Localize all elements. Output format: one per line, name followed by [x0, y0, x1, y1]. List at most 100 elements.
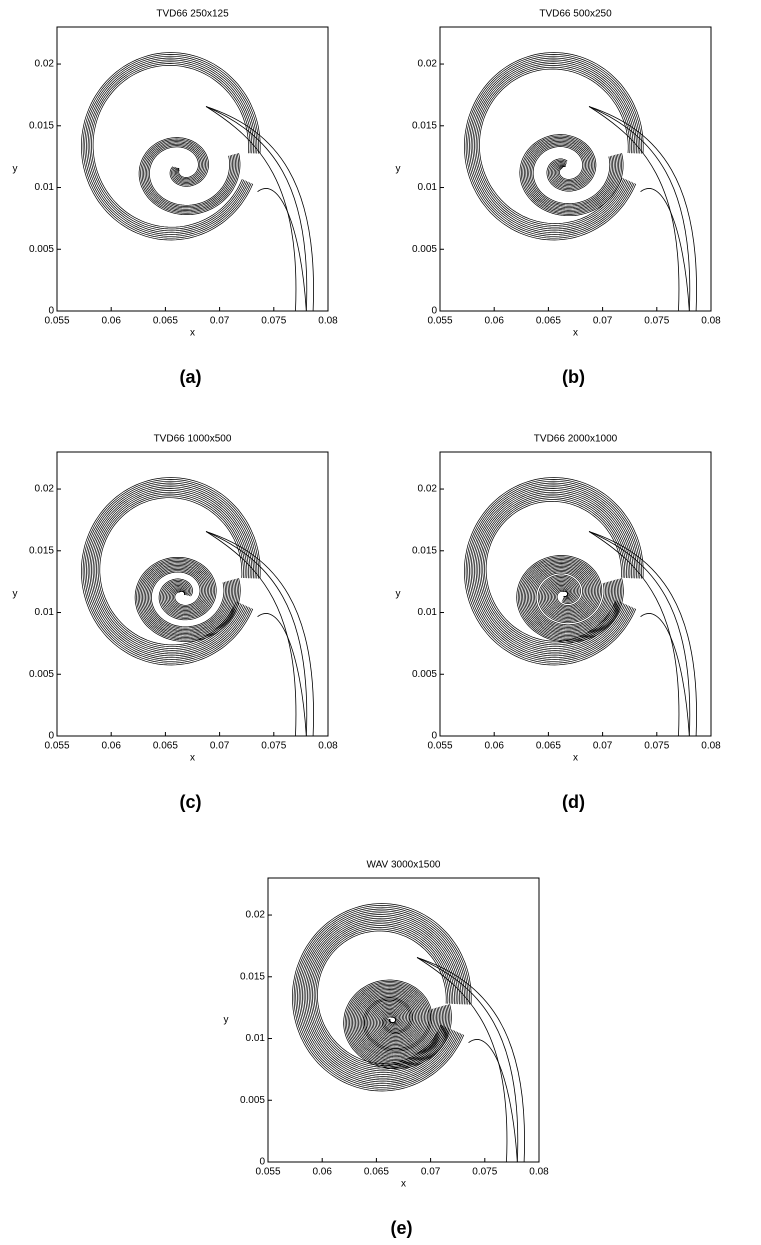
contour-line [139, 560, 237, 638]
contour-line [257, 613, 307, 736]
contour-line [525, 563, 615, 635]
x-tick-label: 0.065 [536, 316, 561, 327]
contour-line [519, 134, 624, 217]
contour-line [519, 557, 621, 640]
contour-line [134, 556, 241, 642]
contour-line [479, 493, 629, 649]
x-tick-label: 0.055 [44, 741, 69, 752]
y-tick-label: 0.005 [29, 244, 54, 255]
contour-line [312, 925, 452, 1070]
x-tick-label: 0.075 [644, 741, 669, 752]
contour-line [474, 63, 634, 230]
x-tick-label: 0.075 [261, 316, 286, 327]
contour-line [416, 957, 508, 1162]
contour-line [475, 65, 632, 228]
contour-line [145, 566, 231, 633]
contour-line [298, 910, 465, 1085]
contour-line [588, 106, 697, 311]
contour-line [317, 930, 447, 1064]
contour-line [305, 917, 459, 1077]
contour-line [257, 188, 307, 311]
y-tick-label: 0.01 [35, 182, 55, 193]
contour-line [144, 142, 235, 210]
y-tick-label: 0.02 [246, 910, 266, 921]
contour-line [465, 479, 642, 664]
contour-line [303, 916, 460, 1079]
x-tick-label: 0.055 [427, 741, 452, 752]
contour-line [469, 57, 639, 235]
x-tick-label: 0.08 [701, 741, 721, 752]
y-tick-label: 0.01 [35, 607, 55, 618]
contour-line [365, 999, 430, 1049]
y-tick-label: 0.015 [29, 120, 54, 131]
contour-line [529, 143, 614, 207]
x-tick-label: 0.065 [153, 316, 178, 327]
contour-line [87, 59, 254, 234]
contour-line [474, 488, 634, 655]
x-tick-label: 0.065 [153, 741, 178, 752]
contour-line [89, 61, 253, 232]
caption: (b) [562, 367, 585, 387]
contour-line [640, 188, 690, 311]
contour-line [87, 484, 254, 659]
contour-line [472, 61, 636, 232]
x-axis-label: x [401, 1179, 406, 1190]
contour-line [517, 556, 623, 642]
x-axis-label: x [573, 328, 578, 339]
contour-line [205, 106, 308, 311]
x-axis-label: x [190, 328, 195, 339]
contour-line [293, 905, 470, 1090]
axes-box [56, 26, 329, 312]
y-tick-label: 0.015 [412, 545, 437, 556]
contour-line [295, 906, 469, 1088]
x-tick-label: 0.07 [210, 741, 230, 752]
contour-line [464, 52, 644, 241]
contour-line [310, 923, 454, 1072]
contour-line [92, 65, 249, 228]
y-tick-label: 0.005 [412, 669, 437, 680]
contour-line [91, 488, 251, 655]
y-axis-label: y [13, 589, 18, 600]
contour-line [307, 919, 457, 1075]
caption: (e) [391, 1218, 413, 1238]
contour-line [92, 490, 249, 653]
contour-line [143, 141, 236, 211]
contour-line [302, 914, 462, 1081]
y-tick-label: 0.02 [35, 59, 55, 70]
x-axis-label: x [190, 753, 195, 764]
panel: TVD66 250x125 0.055 0.06 0.065 0.07 0.075 0.08… [13, 9, 339, 387]
contour-line [526, 564, 614, 634]
axes-box [439, 451, 712, 737]
contour-line [477, 66, 631, 226]
contour-line [205, 106, 297, 311]
contour-line [535, 572, 605, 626]
x-tick-label: 0.06 [484, 741, 504, 752]
contour-line [86, 482, 256, 660]
contour-line [137, 559, 238, 640]
y-tick-label: 0.02 [418, 59, 438, 70]
contour-line [82, 54, 259, 239]
contour-line [142, 563, 234, 636]
contour-line [97, 495, 244, 648]
contour-line [313, 926, 450, 1068]
contour-line [356, 991, 439, 1058]
contour-line [148, 569, 228, 630]
plot-area [81, 52, 314, 311]
contour-line [485, 500, 622, 642]
contour-line [588, 531, 697, 736]
contour-line [482, 497, 626, 646]
contour-line [84, 480, 258, 662]
y-axis-label: y [396, 164, 401, 175]
panel-title: WAV 3000x1500 [367, 860, 441, 871]
x-tick-label: 0.055 [44, 316, 69, 327]
contour-line [99, 497, 243, 646]
contour-line [205, 531, 308, 736]
contour-line [528, 142, 615, 209]
panel-title: TVD66 250x125 [156, 9, 229, 20]
y-tick-label: 0.01 [246, 1033, 266, 1044]
contour-line [467, 55, 641, 237]
x-tick-label: 0.06 [101, 741, 121, 752]
caption: (a) [180, 367, 202, 387]
